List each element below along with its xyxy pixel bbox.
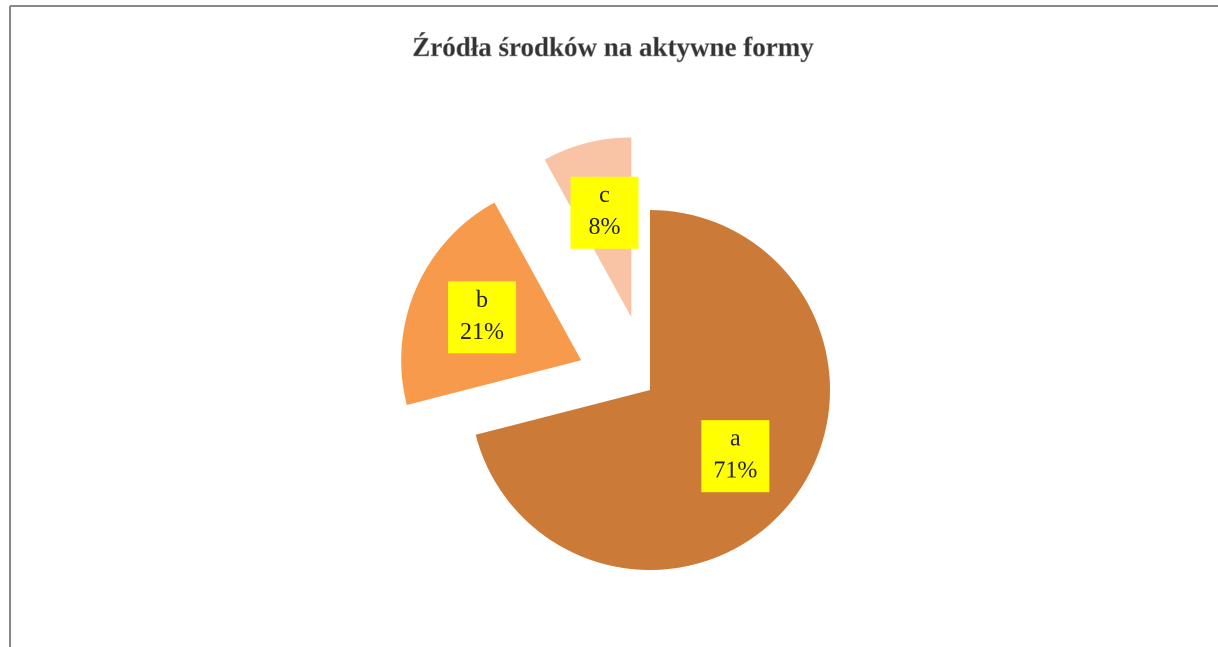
label-box bbox=[570, 176, 639, 249]
pie-slice bbox=[475, 210, 831, 570]
slice-value-label: 8% bbox=[588, 214, 620, 240]
slice-category: a bbox=[730, 426, 741, 452]
label-box bbox=[701, 420, 770, 493]
slice-category: c bbox=[599, 182, 610, 208]
label-box bbox=[448, 281, 517, 354]
chart-title: Źródła środków na aktywne formy bbox=[412, 32, 814, 62]
slice-value-label: 71% bbox=[713, 458, 757, 484]
slice-category: b bbox=[476, 287, 488, 313]
slice-value-label: 21% bbox=[460, 319, 504, 345]
